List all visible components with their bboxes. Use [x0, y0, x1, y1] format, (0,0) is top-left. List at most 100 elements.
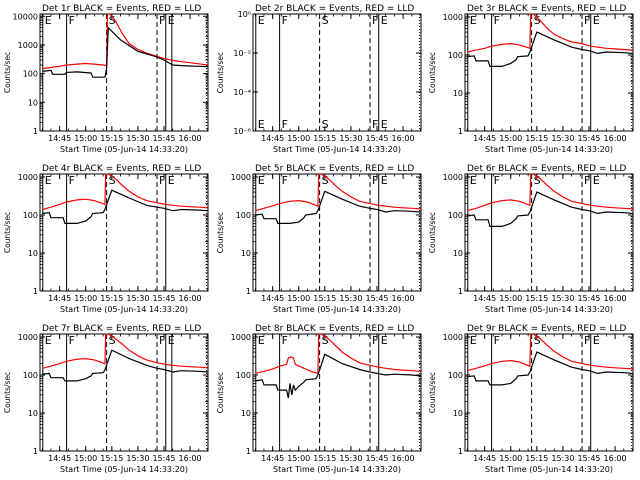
plot-frame — [39, 333, 209, 452]
y-axis-title: Counts/sec — [3, 372, 12, 413]
y-axis-title: Counts/sec — [216, 212, 225, 253]
x-tick-label: 15:30 — [339, 454, 362, 463]
x-axis-title: Start Time (05-Jun-14 14:33:20) — [273, 305, 401, 314]
marker-label: F — [282, 118, 288, 131]
y-tick-label: 10⁰ — [238, 10, 251, 19]
x-axis-title: Start Time (05-Jun-14 14:33:20) — [485, 465, 613, 474]
x-tick-label: 15:00 — [499, 134, 522, 143]
y-tick-label: 10 — [453, 409, 463, 418]
events-series-line — [255, 190, 421, 224]
marker-label: E — [45, 14, 52, 27]
lld-series-line — [42, 174, 208, 211]
marker-label: E — [45, 334, 52, 347]
x-tick-label: 16:00 — [179, 294, 202, 303]
x-axis-title: Start Time (05-Jun-14 14:33:20) — [60, 305, 188, 314]
x-tick-label: 14:45 — [473, 454, 496, 463]
marker-label: E — [258, 118, 265, 131]
panel-5: Det 5r BLACK = Events, RED = LLD 1 10 100 10… — [216, 164, 422, 314]
y-tick-label: 100 — [23, 70, 38, 79]
marker-label: F — [159, 174, 165, 187]
marker-label: S — [109, 14, 116, 27]
marker-label: E — [593, 334, 600, 347]
x-tick-label: 14:45 — [48, 454, 71, 463]
y-tick-label: 1000 — [443, 333, 463, 342]
x-axis-title: Start Time (05-Jun-14 14:33:20) — [273, 465, 401, 474]
marker-label: E — [593, 174, 600, 187]
x-tick-label: 15:45 — [152, 134, 175, 143]
x-tick-label: 15:00 — [287, 134, 310, 143]
y-tick-label: 1 — [246, 447, 251, 456]
events-series-line — [467, 191, 633, 227]
marker-label: F — [372, 118, 378, 131]
y-tick-label: 1000 — [443, 173, 463, 182]
x-tick-label: 16:00 — [604, 134, 627, 143]
events-series-line — [42, 26, 208, 78]
x-tick-label: 16:00 — [392, 134, 415, 143]
y-axis-title: Counts/sec — [216, 52, 225, 93]
panel-title: Det 5r BLACK = Events, RED = LLD — [255, 164, 414, 174]
x-tick-label: 15:15 — [100, 454, 123, 463]
y-tick-label: 10 — [241, 409, 251, 418]
marker-label: F — [584, 334, 590, 347]
plot-frame — [252, 13, 422, 132]
x-axis-title: Start Time (05-Jun-14 14:33:20) — [60, 145, 188, 154]
x-tick-label: 15:30 — [551, 134, 574, 143]
y-tick-label: 10 — [453, 89, 463, 98]
marker-label: F — [282, 334, 288, 347]
marker-label: E — [168, 14, 175, 27]
marker-label: S — [322, 118, 329, 131]
marker-label: F — [282, 14, 288, 27]
x-tick-label: 15:45 — [577, 294, 600, 303]
events-series-line — [467, 351, 633, 386]
marker-label: F — [494, 334, 500, 347]
y-tick-label: 1 — [33, 447, 38, 456]
x-tick-label: 15:15 — [313, 294, 336, 303]
x-tick-label: 15:45 — [577, 134, 600, 143]
marker-label: E — [168, 174, 175, 187]
x-axis-title: Start Time (05-Jun-14 14:33:20) — [485, 305, 613, 314]
x-tick-label: 16:00 — [392, 454, 415, 463]
x-tick-label: 15:15 — [100, 134, 123, 143]
x-tick-label: 15:30 — [126, 134, 149, 143]
x-tick-label: 15:15 — [313, 134, 336, 143]
events-series-line — [42, 349, 208, 382]
x-tick-label: 15:15 — [313, 454, 336, 463]
y-tick-label: 100 — [448, 211, 463, 220]
x-tick-label: 15:30 — [126, 294, 149, 303]
x-tick-label: 14:45 — [261, 454, 284, 463]
marker-label: S — [534, 174, 541, 187]
marker-label: F — [69, 334, 75, 347]
marker-label: F — [494, 174, 500, 187]
marker-label: E — [381, 14, 388, 27]
events-series-line — [255, 353, 421, 399]
x-tick-label: 16:00 — [179, 134, 202, 143]
marker-label: F — [372, 174, 378, 187]
panel-title: Det 7r BLACK = Events, RED = LLD — [42, 324, 201, 334]
lld-series-line — [255, 334, 421, 375]
marker-label: E — [381, 334, 388, 347]
marker-label: F — [372, 334, 378, 347]
panel-3: Det 3r BLACK = Events, RED = LLD 1 10 100 10… — [428, 4, 634, 154]
plot-frame — [252, 333, 422, 452]
x-tick-label: 15:00 — [287, 294, 310, 303]
x-tick-label: 14:45 — [48, 294, 71, 303]
x-tick-label: 15:00 — [74, 454, 97, 463]
y-tick-label: 10 — [453, 249, 463, 258]
x-axis-title: Start Time (05-Jun-14 14:33:20) — [60, 465, 188, 474]
marker-label: F — [494, 14, 500, 27]
y-tick-label: 1 — [33, 127, 38, 136]
y-tick-label: 1 — [458, 287, 463, 296]
marker-label: E — [258, 14, 265, 27]
lld-series-line — [467, 14, 633, 53]
marker-label: S — [109, 174, 116, 187]
y-tick-label: 100 — [236, 211, 251, 220]
panel-title: Det 2r BLACK = Events, RED = LLD — [255, 4, 414, 14]
x-tick-label: 15:00 — [74, 134, 97, 143]
x-tick-label: 16:00 — [604, 454, 627, 463]
x-tick-label: 15:15 — [525, 134, 548, 143]
x-tick-label: 15:30 — [339, 294, 362, 303]
panel-7: Det 7r BLACK = Events, RED = LLD 1 10 100 10… — [3, 324, 209, 474]
panel-title: Det 1r BLACK = Events, RED = LLD — [42, 4, 201, 14]
y-tick-label: 100 — [236, 371, 251, 380]
